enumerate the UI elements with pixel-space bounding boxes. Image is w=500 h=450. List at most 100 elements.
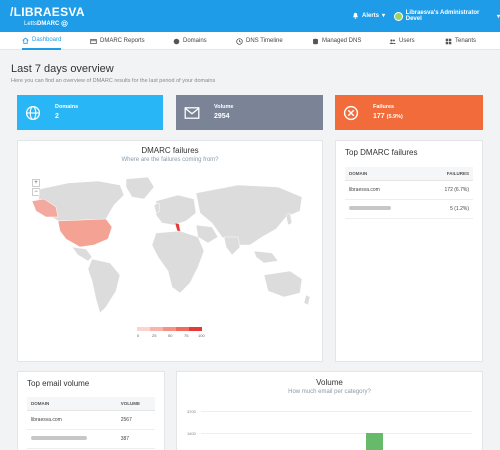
legend-swatch bbox=[163, 327, 176, 331]
alerts-label: Alerts bbox=[362, 12, 380, 19]
legend-tick: 50 bbox=[168, 333, 173, 338]
home-icon bbox=[22, 36, 29, 44]
region-southeast-asia bbox=[253, 250, 279, 264]
redacted-domain bbox=[349, 206, 391, 210]
volume-stat-card[interactable]: Volume 2954 bbox=[176, 95, 323, 130]
brand-name: /LIBRAESVA bbox=[10, 5, 85, 19]
legend-swatch bbox=[150, 327, 163, 331]
clock-icon bbox=[236, 37, 243, 45]
chevron-down-icon: ▾ bbox=[382, 13, 386, 19]
y-tick-label: 3200 bbox=[187, 409, 196, 414]
column-header-domain: DOMAIN bbox=[345, 167, 423, 181]
column-header-volume: VOLUME bbox=[116, 397, 155, 411]
globe-icon bbox=[173, 38, 180, 44]
domains-stat-card[interactable]: Domains 2 bbox=[17, 95, 163, 130]
tab-tenants[interactable]: Tenants bbox=[445, 32, 476, 50]
globe-icon bbox=[25, 105, 41, 121]
region-canada-west bbox=[31, 198, 59, 218]
failures-cell: 5 (1.2%) bbox=[422, 199, 473, 219]
product-prefix: Letts bbox=[24, 21, 38, 28]
top-failures-title: Top DMARC failures bbox=[345, 148, 418, 157]
tab-label: Domains bbox=[183, 38, 207, 44]
tab-domains[interactable]: Domains bbox=[173, 32, 207, 50]
top-volume-card: Top email volume DOMAIN VOLUME libraesva… bbox=[17, 371, 165, 450]
top-volume-table: DOMAIN VOLUME libraesva.com 2567 387 bbox=[27, 397, 155, 449]
tab-dmarc-reports[interactable]: DMARC Reports bbox=[90, 32, 145, 50]
grid-line bbox=[201, 433, 472, 434]
volume-cell: 387 bbox=[116, 429, 155, 449]
legend-swatch bbox=[176, 327, 189, 331]
chevron-down-icon: ▾ bbox=[496, 13, 500, 20]
failures-cell: 172 (6.7%) bbox=[422, 180, 473, 200]
top-header: /LIBRAESVA LettsDMARC Alerts ▾ Libraesva… bbox=[0, 0, 500, 32]
tab-label: Dashboard bbox=[32, 37, 62, 43]
avatar bbox=[394, 11, 403, 21]
y-tick-label: 1600 bbox=[187, 431, 196, 436]
alerts-menu[interactable]: Alerts ▾ bbox=[352, 12, 385, 19]
domain-cell-redacted bbox=[345, 199, 423, 219]
region-middle-east bbox=[195, 224, 219, 244]
page-title: Last 7 days overview bbox=[11, 63, 114, 75]
volume-chart-subtitle: How much email per category? bbox=[288, 389, 371, 395]
region-india bbox=[223, 236, 241, 256]
tab-dashboard[interactable]: Dashboard bbox=[22, 32, 62, 50]
tab-managed-dns[interactable]: Managed DNS bbox=[312, 32, 361, 50]
user-name: Libraesva's Administrator Devel bbox=[405, 10, 480, 22]
volume-chart-title: Volume bbox=[316, 378, 343, 387]
volume-bar[interactable] bbox=[366, 433, 383, 450]
column-header-failures: FAILURES bbox=[422, 167, 473, 181]
users-icon bbox=[389, 38, 396, 44]
region-asia bbox=[195, 184, 303, 246]
envelope-icon bbox=[184, 105, 200, 121]
product-label: DMARC bbox=[37, 21, 60, 28]
world-map[interactable] bbox=[28, 175, 313, 315]
region-new-zealand bbox=[303, 294, 311, 306]
region-japan bbox=[285, 212, 293, 226]
tab-label: Managed DNS bbox=[322, 38, 362, 44]
region-uk bbox=[153, 202, 161, 214]
tab-label: DNS Timeline bbox=[246, 38, 283, 44]
legend-swatch bbox=[137, 327, 150, 331]
fingerprint-icon bbox=[61, 20, 68, 27]
stat-value: 177 (5.9%) bbox=[373, 112, 403, 121]
legend-tick: 25 bbox=[152, 333, 157, 338]
legend-tick: 75 bbox=[184, 333, 189, 338]
tab-users[interactable]: Users bbox=[389, 32, 415, 50]
card-icon bbox=[90, 38, 97, 44]
map-subtitle: Where are the failures coming from? bbox=[121, 157, 219, 163]
product-name: LettsDMARC bbox=[24, 20, 85, 27]
tab-label: DMARC Reports bbox=[100, 38, 145, 44]
tab-label: Tenants bbox=[455, 38, 477, 44]
main-nav: Dashboard DMARC Reports Domains DNS Time… bbox=[0, 32, 500, 50]
user-menu[interactable]: Libraesva's Administrator Devel ▾ bbox=[394, 10, 500, 22]
table-row[interactable]: 387 bbox=[27, 429, 155, 449]
region-central-america bbox=[71, 246, 93, 262]
tab-dns-timeline[interactable]: DNS Timeline bbox=[236, 32, 283, 50]
grid-line bbox=[201, 411, 472, 412]
region-africa bbox=[151, 230, 205, 294]
brand-logo[interactable]: /LIBRAESVA LettsDMARC bbox=[10, 5, 85, 27]
volume-cell: 2567 bbox=[116, 410, 155, 430]
bell-icon bbox=[353, 12, 358, 19]
zoom-in-button[interactable]: + bbox=[32, 179, 40, 187]
failures-stat-card[interactable]: Failures 177 (5.9%) bbox=[335, 95, 483, 130]
column-header-domain: DOMAIN bbox=[27, 397, 117, 411]
grid-icon bbox=[445, 38, 452, 44]
domain-cell-redacted bbox=[27, 429, 117, 449]
map-title: DMARC failures bbox=[141, 146, 199, 155]
table-row[interactable]: libraesva.com 2567 bbox=[27, 410, 155, 430]
legend-tick: 0 bbox=[137, 333, 140, 338]
legend-swatch bbox=[189, 327, 202, 331]
top-failures-table: DOMAIN FAILURES libraesva.com 172 (6.7%)… bbox=[345, 167, 473, 219]
table-row[interactable]: libraesva.com 172 (6.7%) bbox=[345, 180, 473, 200]
table-row[interactable]: 5 (1.2%) bbox=[345, 199, 473, 219]
stat-value: 2 bbox=[55, 112, 59, 120]
region-australia bbox=[263, 270, 303, 298]
region-greenland bbox=[125, 176, 155, 200]
top-volume-title: Top email volume bbox=[27, 379, 90, 388]
redacted-domain bbox=[31, 436, 87, 440]
region-europe bbox=[155, 194, 197, 226]
page-subtitle: Here you can find an overview of DMARC r… bbox=[11, 78, 216, 84]
region-usa bbox=[57, 218, 113, 248]
top-failures-card: Top DMARC failures DOMAIN FAILURES libra… bbox=[335, 140, 483, 362]
